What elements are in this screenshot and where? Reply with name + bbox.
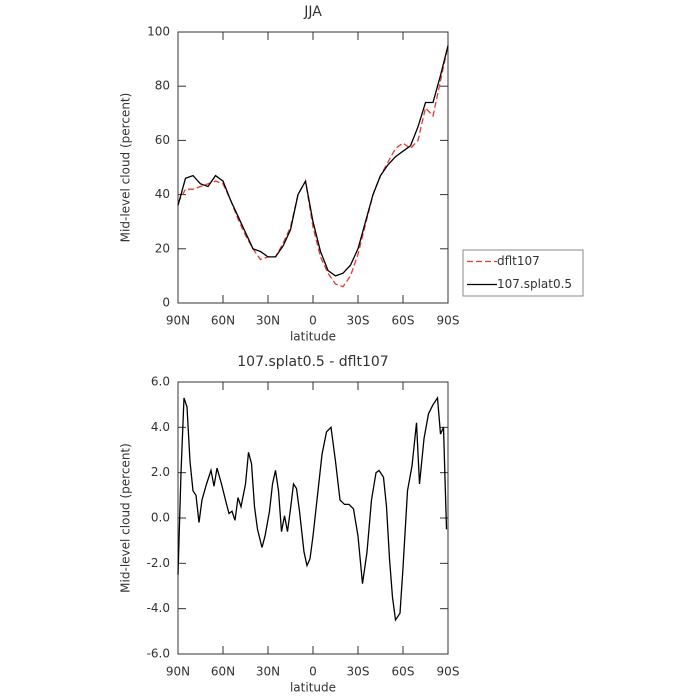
y-tick-label: -4.0: [147, 601, 170, 615]
plot-frame: [177, 31, 449, 304]
y-tick-label: 100: [147, 25, 170, 39]
x-tick-label: 60S: [392, 665, 415, 679]
x-tick-label: 60S: [392, 314, 415, 328]
x-axis-label: latitude: [290, 681, 336, 695]
x-tick-label: 30S: [347, 314, 370, 328]
y-tick-label: 6.0: [151, 375, 170, 389]
y-tick-label: 20: [155, 241, 170, 255]
y-axis-label: Mid-level cloud (percent): [119, 443, 133, 593]
x-tick-label: 30N: [256, 314, 280, 328]
y-tick-label: -2.0: [147, 556, 170, 570]
y-tick-label: 0.0: [151, 511, 170, 525]
y-tick-label: 4.0: [151, 420, 170, 434]
y-tick-label: 80: [155, 79, 170, 93]
legend-label: dflt107: [497, 254, 540, 268]
x-tick-label: 30N: [256, 665, 280, 679]
y-tick-label: 40: [155, 187, 170, 201]
x-tick-label: 90S: [437, 314, 460, 328]
data-line: [177, 45, 449, 288]
x-tick-label: 30S: [347, 665, 370, 679]
y-tick-label: 0: [162, 296, 170, 310]
chart-title: JJA: [303, 4, 322, 20]
data-line: [177, 45, 449, 277]
y-tick-label: 2.0: [151, 465, 170, 479]
y-tick-label: -6.0: [147, 647, 170, 661]
x-axis-label: latitude: [290, 330, 336, 344]
y-tick-label: 60: [155, 133, 170, 147]
x-tick-label: 90N: [166, 314, 190, 328]
x-tick-label: 90N: [166, 665, 190, 679]
x-tick-label: 90S: [437, 665, 460, 679]
data-line: [177, 395, 448, 622]
y-axis-label: Mid-level cloud (percent): [119, 93, 133, 243]
x-tick-label: 60N: [211, 665, 235, 679]
x-tick-label: 60N: [211, 314, 235, 328]
x-tick-label: 0: [309, 665, 317, 679]
x-tick-label: 0: [309, 314, 317, 328]
plot-frame: [177, 381, 449, 655]
legend-box: [462, 249, 584, 297]
legend-label: 107.splat0.5: [497, 277, 572, 291]
chart-title: 107.splat0.5 - dflt107: [237, 354, 388, 370]
